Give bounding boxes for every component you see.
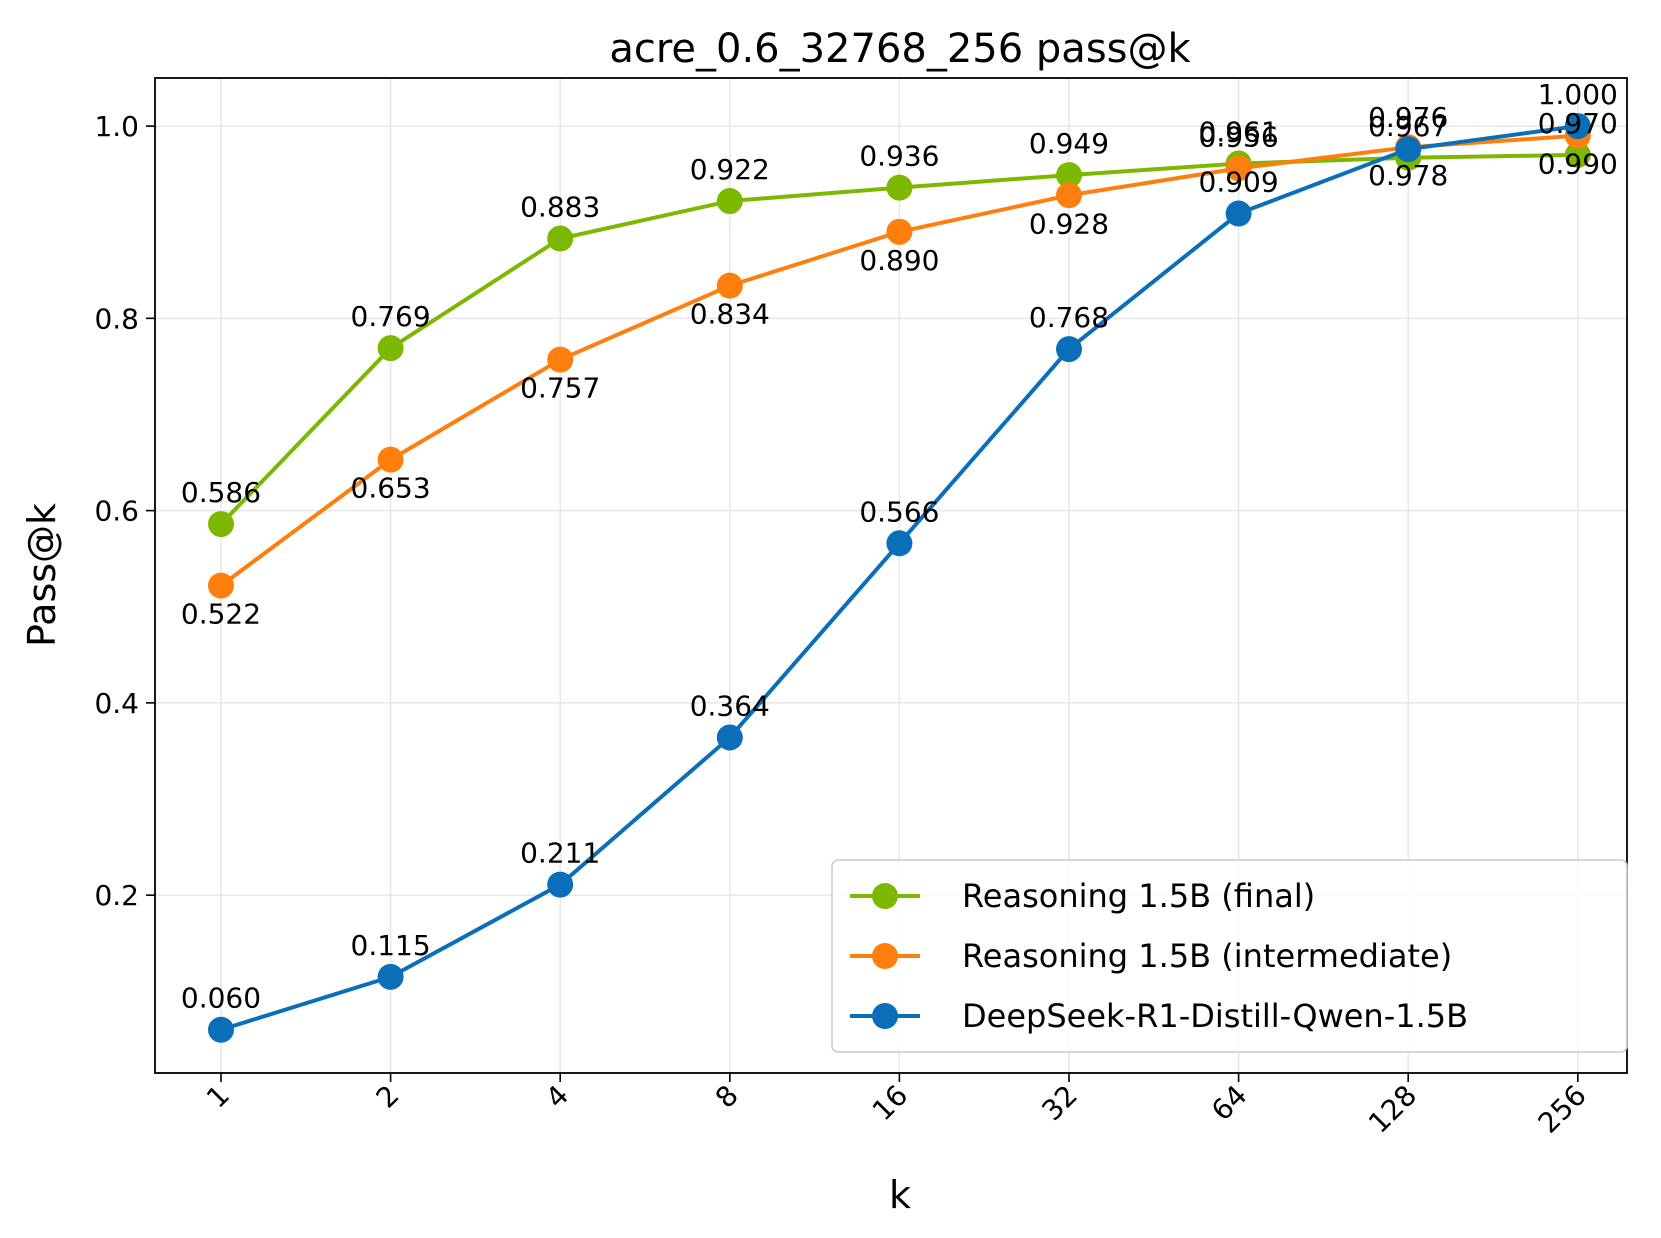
series-0-point xyxy=(547,225,574,252)
series-0-data-label: 0.936 xyxy=(859,140,939,173)
x-tick-label: 2 xyxy=(370,1079,406,1115)
series-1-data-label: 0.653 xyxy=(351,472,431,505)
series-2-point xyxy=(716,724,743,751)
legend-box xyxy=(831,859,1628,1053)
y-tick-label: 0.2 xyxy=(94,879,139,912)
x-axis-label: k xyxy=(889,1173,911,1217)
series-2-data-label: 0.566 xyxy=(859,495,939,528)
x-tick-label: 128 xyxy=(1362,1079,1423,1140)
series-2-point xyxy=(208,1016,234,1043)
series-0-data-label: 0.922 xyxy=(690,153,770,186)
series-2-point xyxy=(377,963,404,990)
series-0-data-label: 0.949 xyxy=(1029,127,1109,160)
series-2-data-label: 0.364 xyxy=(690,689,770,722)
grid xyxy=(155,78,1627,1073)
series-2-data-label: 0.768 xyxy=(1029,301,1109,334)
series-0-point xyxy=(1056,162,1082,189)
x-tick-label: 1 xyxy=(200,1079,236,1115)
series-1-data-label: 0.978 xyxy=(1368,159,1448,192)
series-0-data-label: 0.586 xyxy=(181,476,261,509)
series-2-point xyxy=(547,871,574,898)
series-1-point xyxy=(716,272,743,299)
series-1-data-label: 0.990 xyxy=(1538,148,1618,181)
x-tick-label: 8 xyxy=(709,1079,745,1115)
series-1-data-label: 0.834 xyxy=(690,298,770,331)
y-tick-label: 0.8 xyxy=(94,302,139,335)
x-tick-label: 4 xyxy=(539,1079,575,1115)
series-2-data-label: 0.909 xyxy=(1199,166,1279,199)
series-1-data-label: 0.928 xyxy=(1029,207,1109,240)
x-tick-label: 64 xyxy=(1205,1079,1254,1128)
series-1-point xyxy=(1056,182,1082,209)
y-tick-label: 1.0 xyxy=(94,110,139,143)
y-tick-label: 0.4 xyxy=(94,687,139,720)
legend-marker xyxy=(872,943,898,969)
series-layer xyxy=(208,113,1591,1043)
legend-marker xyxy=(872,883,898,909)
series-1-point xyxy=(1225,155,1252,182)
x-tick-label: 256 xyxy=(1532,1079,1593,1140)
y-axis-label: Pass@k xyxy=(20,503,64,647)
series-0-data-label: 0.970 xyxy=(1538,107,1618,140)
series-2-data-label: 0.060 xyxy=(181,982,261,1015)
series-2-point xyxy=(886,530,913,557)
series-0-point xyxy=(716,188,743,215)
series-1-data-label: 0.757 xyxy=(520,372,600,405)
series-2-data-label: 0.115 xyxy=(351,929,431,962)
series-2-point xyxy=(1564,113,1591,140)
series-2-data-label: 0.976 xyxy=(1368,101,1448,134)
series-1-point xyxy=(547,346,574,373)
series-1-point xyxy=(886,218,913,245)
series-1-point xyxy=(377,446,404,473)
legend-entry-label: Reasoning 1.5B (intermediate) xyxy=(962,937,1452,975)
series-0-data-label: 0.961 xyxy=(1199,116,1279,149)
data-labels: 0.586 0.769 0.883 0.922 0.936 0.949 0.961 0.967… xyxy=(181,78,1618,1015)
series-0-point xyxy=(886,174,913,201)
plot-frame xyxy=(154,77,1628,1074)
legend-entry-label: Reasoning 1.5B (final) xyxy=(962,877,1315,915)
chart-title: acre_0.6_32768_256 pass@k xyxy=(609,26,1191,72)
series-0-data-label: 0.967 xyxy=(1368,110,1448,143)
series-2-point xyxy=(1225,200,1252,227)
legend: Reasoning 1.5B (final) Reasoning 1.5B (in… xyxy=(831,859,1628,1053)
series-2-point xyxy=(1395,136,1422,163)
series-0-point xyxy=(1564,141,1591,168)
legend-entry-label: DeepSeek-R1-Distill-Qwen-1.5B xyxy=(962,997,1468,1035)
legend-marker xyxy=(872,1003,898,1029)
series-0-data-label: 0.883 xyxy=(520,191,600,224)
series-1-data-label: 0.956 xyxy=(1199,120,1279,153)
series-0-data-label: 0.769 xyxy=(351,300,431,333)
y-tick-label: 0.6 xyxy=(94,495,139,528)
series-0-point xyxy=(377,335,404,362)
series-2-point xyxy=(1056,336,1082,363)
x-tick-label: 32 xyxy=(1035,1079,1084,1128)
series-2-data-label: 0.211 xyxy=(520,837,600,870)
series-1-point xyxy=(208,572,234,599)
series-0-point xyxy=(208,511,234,538)
x-tick-label: 16 xyxy=(866,1079,915,1128)
series-1-data-label: 0.522 xyxy=(181,598,261,631)
series-1-data-label: 0.890 xyxy=(859,244,939,277)
series-2-data-label: 1.000 xyxy=(1538,78,1618,111)
